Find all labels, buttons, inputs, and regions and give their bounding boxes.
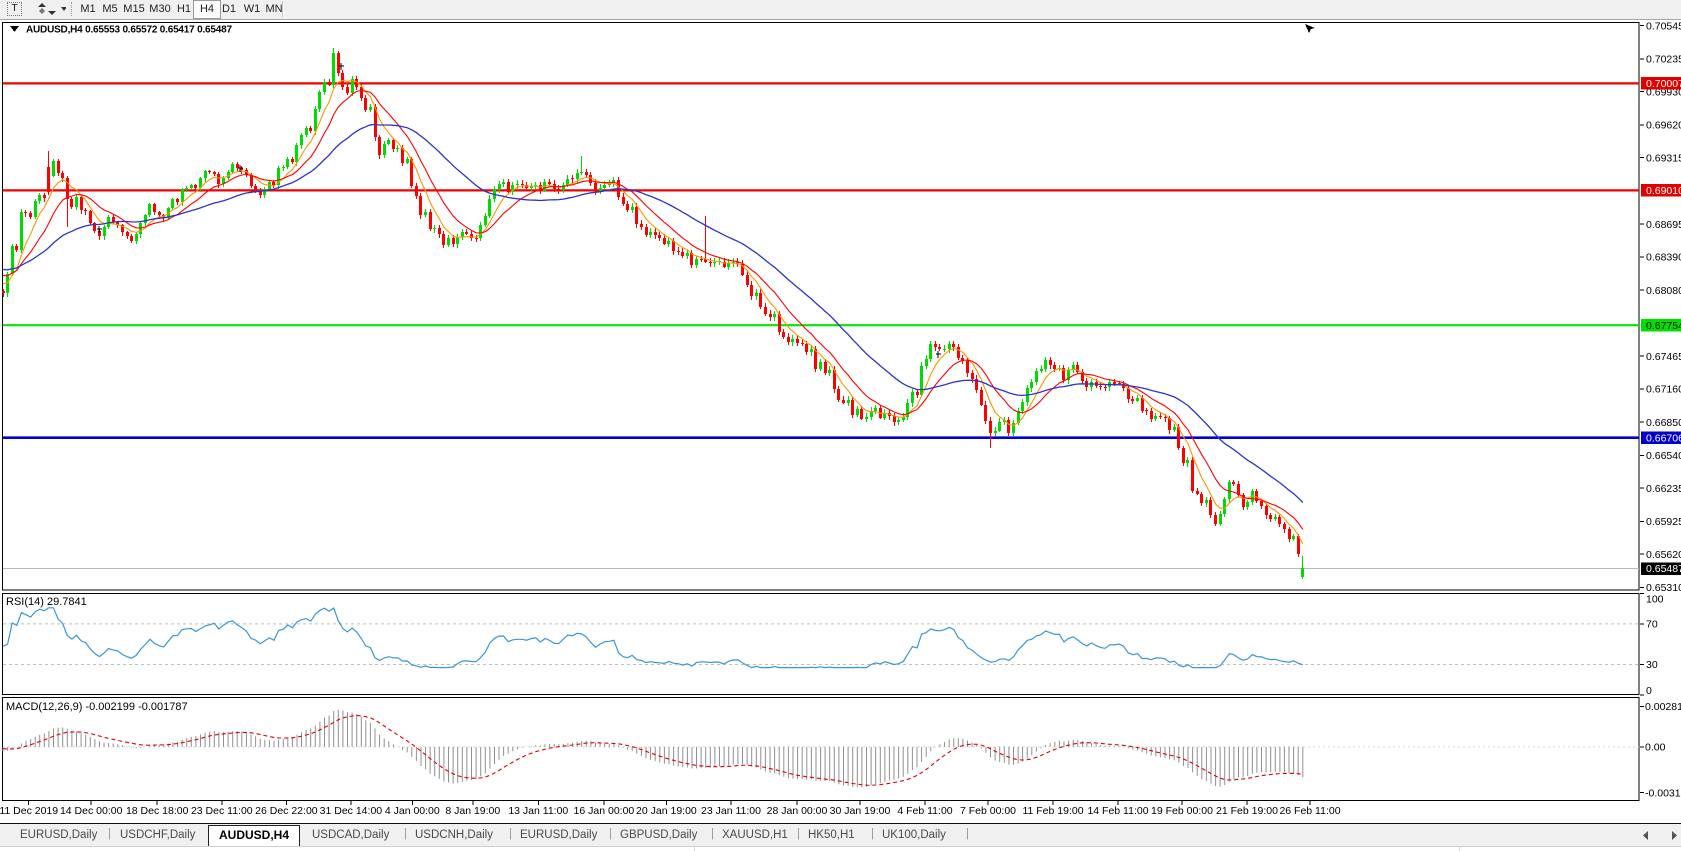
svg-text:0.65620: 0.65620	[1646, 549, 1681, 561]
svg-text:0.67465: 0.67465	[1646, 351, 1681, 363]
svg-text:AUDUSD,H4 0.65553 0.65572 0.6: AUDUSD,H4 0.65553 0.65572 0.65417 0.6548…	[26, 25, 232, 36]
svg-text:0.67160: 0.67160	[1646, 384, 1681, 396]
svg-text:18 Dec 18:00: 18 Dec 18:00	[126, 805, 189, 817]
svg-text:26 Dec 22:00: 26 Dec 22:00	[255, 805, 318, 817]
svg-text:0.65925: 0.65925	[1646, 516, 1681, 528]
svg-text:0.66235: 0.66235	[1646, 483, 1681, 495]
svg-text:0.002817: 0.002817	[1645, 701, 1681, 713]
svg-text:8 Jan 19:00: 8 Jan 19:00	[445, 805, 500, 817]
svg-text:0.70235: 0.70235	[1646, 54, 1681, 66]
svg-text:23 Dec 11:00: 23 Dec 11:00	[191, 805, 253, 817]
svg-text:11 Feb 19:00: 11 Feb 19:00	[1022, 805, 1083, 817]
svg-text:-0.003175: -0.003175	[1645, 787, 1681, 799]
svg-text:0.69010: 0.69010	[1646, 185, 1681, 197]
svg-text:0.68695: 0.68695	[1646, 219, 1681, 231]
svg-text:0.66706: 0.66706	[1646, 432, 1681, 444]
svg-text:0.66850: 0.66850	[1646, 417, 1681, 429]
svg-text:0.69315: 0.69315	[1646, 152, 1681, 164]
svg-text:0.65487: 0.65487	[1646, 563, 1681, 575]
svg-text:30: 30	[1646, 659, 1658, 671]
svg-text:0.68080: 0.68080	[1646, 285, 1681, 297]
svg-text:0.66540: 0.66540	[1646, 450, 1681, 462]
svg-text:23 Jan 11:00: 23 Jan 11:00	[701, 805, 761, 817]
svg-text:20 Jan 19:00: 20 Jan 19:00	[636, 805, 697, 817]
svg-text:MACD(12,26,9) -0.002199 -0.001: MACD(12,26,9) -0.002199 -0.001787	[6, 701, 188, 713]
svg-text:7 Feb 00:00: 7 Feb 00:00	[960, 805, 1016, 817]
svg-text:4 Jan 00:00: 4 Jan 00:00	[385, 805, 440, 817]
svg-text:100: 100	[1646, 593, 1664, 605]
svg-text:30 Jan 19:00: 30 Jan 19:00	[830, 805, 891, 817]
svg-text:14 Feb 11:00: 14 Feb 11:00	[1087, 805, 1148, 817]
svg-text:0.70007: 0.70007	[1646, 78, 1681, 90]
svg-text:31 Dec 14:00: 31 Dec 14:00	[320, 805, 383, 817]
svg-text:0.65310: 0.65310	[1646, 582, 1681, 594]
svg-text:4 Feb 11:00: 4 Feb 11:00	[897, 805, 952, 817]
svg-text:19 Feb 00:00: 19 Feb 00:00	[1151, 805, 1213, 817]
svg-text:0: 0	[1646, 685, 1652, 697]
svg-text:0.70545: 0.70545	[1646, 20, 1681, 32]
svg-text:28 Jan 00:00: 28 Jan 00:00	[767, 805, 828, 817]
svg-text:0.68390: 0.68390	[1646, 252, 1681, 264]
svg-text:RSI(14) 29.7841: RSI(14) 29.7841	[6, 596, 87, 608]
svg-text:0.67754: 0.67754	[1646, 320, 1681, 332]
svg-text:0.00: 0.00	[1645, 742, 1666, 754]
svg-text:11 Dec 2019: 11 Dec 2019	[0, 805, 58, 817]
svg-text:14 Dec 00:00: 14 Dec 00:00	[60, 805, 123, 817]
svg-text:21 Feb 19:00: 21 Feb 19:00	[1216, 805, 1278, 817]
svg-text:16 Jan 00:00: 16 Jan 00:00	[574, 805, 635, 817]
svg-text:26 Feb 11:00: 26 Feb 11:00	[1279, 805, 1340, 817]
svg-text:0.69620: 0.69620	[1646, 120, 1681, 132]
svg-text:13 Jan 11:00: 13 Jan 11:00	[508, 805, 568, 817]
svg-text:70: 70	[1646, 619, 1658, 631]
